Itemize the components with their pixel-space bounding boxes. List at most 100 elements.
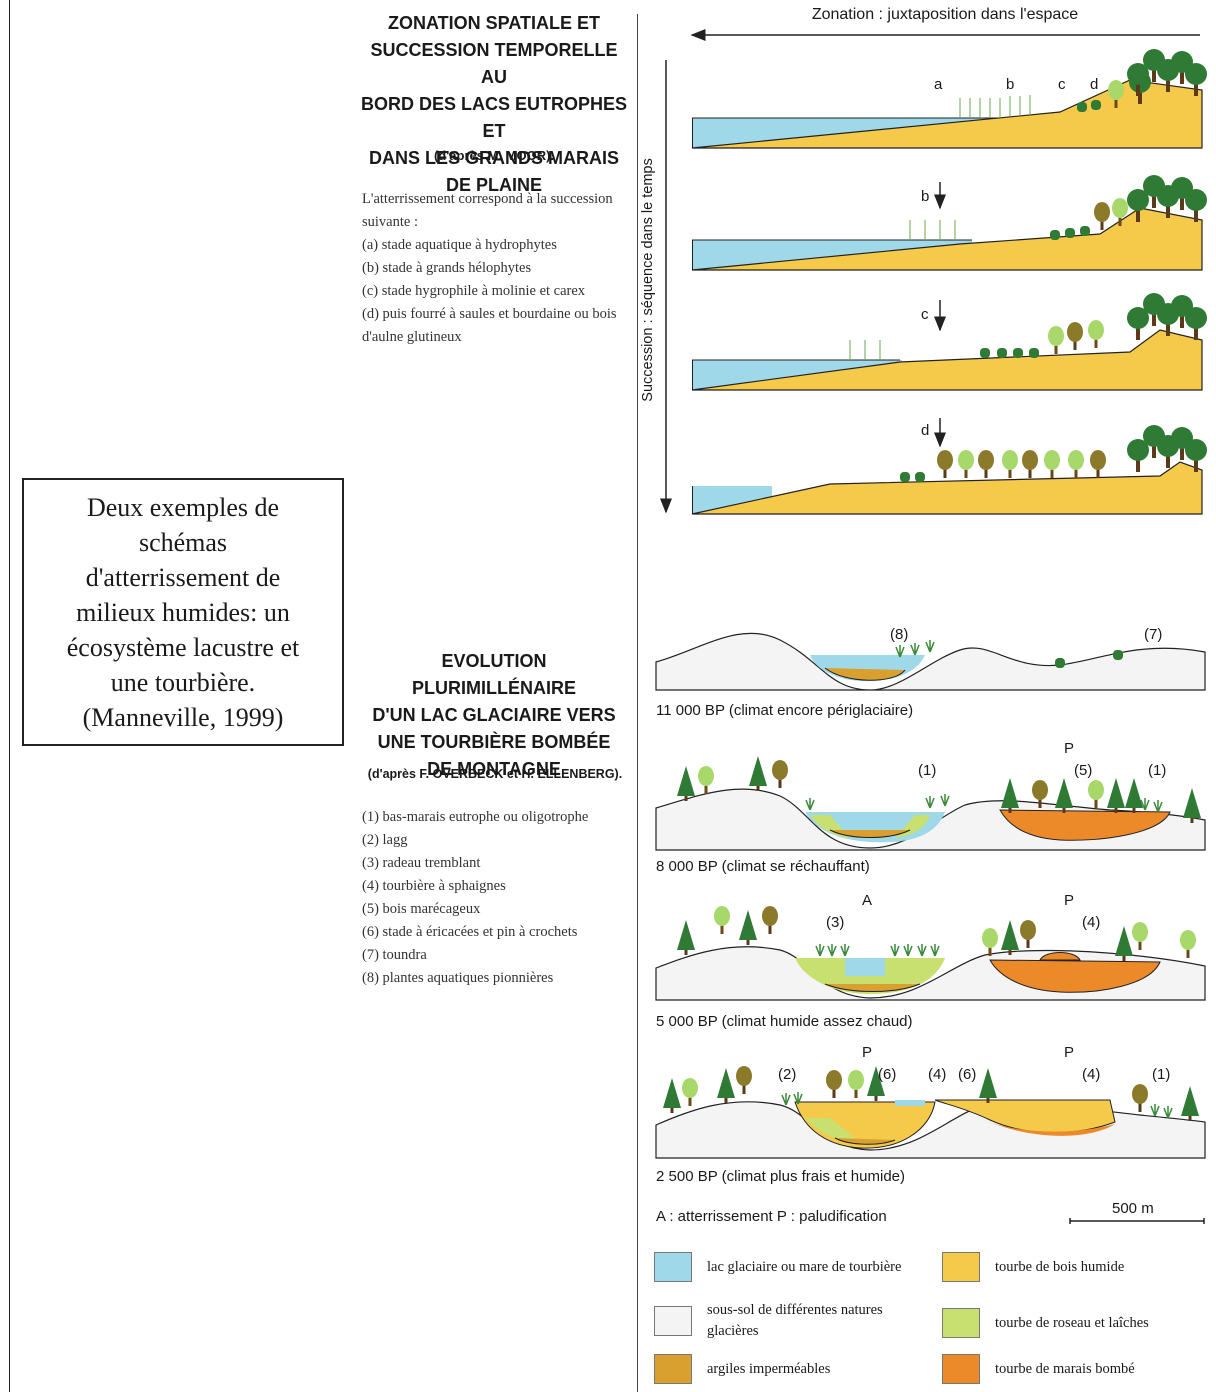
section2-title: EVOLUTION PLURIMILLÉNAIRE D'UN LAC GLACI… xyxy=(360,648,628,783)
caption-box: Deux exemples de schémas d'atterrissemen… xyxy=(22,478,344,746)
bog-panel-1 xyxy=(655,632,1206,691)
title-line: UNE TOURBIÈRE BOMBÉE xyxy=(377,732,611,752)
bog-panel-2 xyxy=(655,756,1206,851)
caption-line: d'atterrissement de xyxy=(85,562,281,592)
desc-line: (d) puis fourré à saules et bourdaine ou… xyxy=(362,306,617,322)
panel1-label: (7) xyxy=(1144,626,1163,643)
desc-line: (a) stade aquatique à hydrophytes xyxy=(362,237,557,253)
legend-text: lac glaciaire ou mare de tourbière xyxy=(707,1258,902,1275)
atterrissement-paludification-key: A : atterrissement P : paludification xyxy=(656,1208,887,1225)
list-item: (8) plantes aquatiques pionnières xyxy=(362,970,554,986)
zonation-profile-4 xyxy=(691,425,1207,515)
list-item: (7) toundra xyxy=(362,947,427,963)
panel1-label: (8) xyxy=(890,626,909,643)
zonation-profile-3 xyxy=(691,293,1207,391)
era-caption: 8 000 BP (climat se réchauffant) xyxy=(656,858,870,875)
legend-text: tourbe de marais bombé xyxy=(995,1360,1135,1377)
zone-label-b: b xyxy=(1006,76,1015,93)
panel4-label: (2) xyxy=(778,1066,797,1083)
zone-label-a: a xyxy=(934,76,943,93)
title-line: DE PLAINE xyxy=(445,175,542,195)
list-item: (6) stade à éricacées et pin à crochets xyxy=(362,924,578,940)
legend-swatch xyxy=(654,1306,692,1336)
stage-label-c: c xyxy=(921,306,929,323)
caption-line: écosystème lacustre et xyxy=(66,632,300,662)
list-item: (1) bas-marais eutrophe ou oligotrophe xyxy=(362,809,589,825)
section1-title: ZONATION SPATIALE ET SUCCESSION TEMPOREL… xyxy=(360,10,628,199)
stage-label-d: d xyxy=(921,422,930,439)
panel4-label: (6) xyxy=(958,1066,977,1083)
legend-text: tourbe de roseau et laîches xyxy=(995,1314,1149,1331)
desc-line: (c) stade hygrophile à molinie et carex xyxy=(362,283,586,299)
era-caption: 11 000 BP (climat encore périglaciaire) xyxy=(656,702,914,719)
panel2-label: (5) xyxy=(1074,762,1093,779)
caption-line: une tourbière. xyxy=(110,667,256,697)
panel4-label: P xyxy=(1064,1044,1075,1061)
bog-panel-3 xyxy=(655,906,1206,1001)
era-caption: 2 500 BP (climat plus frais et humide) xyxy=(656,1168,906,1185)
panel4-label: P xyxy=(862,1044,873,1061)
list-item: (4) tourbière à sphaignes xyxy=(362,878,506,894)
caption-line: Deux exemples de xyxy=(86,492,280,522)
section1-description: L'atterrissement correspond à la success… xyxy=(362,188,632,349)
zone-label-c: c xyxy=(1058,76,1066,93)
panel2-label: P xyxy=(1064,740,1075,757)
title-line: SUCCESSION TEMPORELLE AU xyxy=(370,40,618,87)
desc-line: d'aulne glutineux xyxy=(362,329,462,345)
caption-line: milieux humides: un xyxy=(76,597,290,627)
scale-bar xyxy=(1069,1218,1205,1224)
legend-item-reed-peat: tourbe de roseau et laîches xyxy=(942,1308,1205,1338)
section2-list: (1) bas-marais eutrophe ou oligotrophe (… xyxy=(362,806,632,990)
legend-swatch xyxy=(654,1252,692,1282)
legend-swatch xyxy=(654,1354,692,1384)
panel2-label: (1) xyxy=(1148,762,1167,779)
bog-panel-4 xyxy=(655,1066,1206,1159)
legend-swatch xyxy=(942,1308,980,1338)
panel3-label: (4) xyxy=(1082,914,1101,931)
succession-label-text: Succession : séquence dans le temps xyxy=(640,158,656,402)
desc-line: suivante : xyxy=(362,214,418,230)
legend-text: tourbe de bois humide xyxy=(995,1258,1125,1275)
panel3-label: P xyxy=(1064,892,1075,909)
panel4-label: (4) xyxy=(1082,1066,1101,1083)
legend-item-lake: lac glaciaire ou mare de tourbière xyxy=(654,1252,917,1282)
caption-line: (Manneville, 1999) xyxy=(82,702,284,732)
zonation-profile-2 xyxy=(691,175,1207,271)
panel4-label: (1) xyxy=(1152,1066,1171,1083)
legend-item-subsoil: sous-sol de différentes natures glacière… xyxy=(654,1300,917,1342)
legend-item-raised-bog: tourbe de marais bombé xyxy=(942,1354,1205,1384)
panel3-label: (3) xyxy=(826,914,845,931)
list-item: (3) radeau tremblant xyxy=(362,855,481,871)
section1-source: (d'après M. MOOR). xyxy=(433,148,555,163)
legend-swatch xyxy=(942,1354,980,1384)
desc-line: L'atterrissement correspond à la success… xyxy=(362,191,613,207)
section2-source: (d'après F. OVERBECK et H. ELLENBERG). xyxy=(367,767,623,781)
scale-label: 500 m xyxy=(1112,1200,1154,1217)
list-item: (5) bois marécageux xyxy=(362,901,481,917)
title-line: DANS LES GRANDS MARAIS xyxy=(368,148,619,168)
stage-label-b: b xyxy=(921,188,930,205)
legend-item-clay: argiles imperméables xyxy=(654,1354,917,1384)
zonation-profile-1 xyxy=(691,49,1207,149)
panel4-label: (4) xyxy=(928,1066,947,1083)
page-left-border xyxy=(9,0,10,1392)
title-line: BORD DES LACS EUTROPHES ET xyxy=(360,94,628,141)
caption-line: schémas xyxy=(138,527,228,557)
panel2-label: (1) xyxy=(918,762,937,779)
title-line: D'UN LAC GLACIAIRE VERS xyxy=(372,705,616,725)
title-line: EVOLUTION PLURIMILLÉNAIRE xyxy=(412,651,576,698)
column-divider xyxy=(637,14,638,1392)
zonation-label: Zonation : juxtaposition dans l'espace xyxy=(811,6,1079,23)
title-line: DE MONTAGNE xyxy=(427,759,561,779)
legend-text: argiles imperméables xyxy=(707,1360,831,1377)
panel4-label: (6) xyxy=(878,1066,897,1083)
legend-text: sous-sol de différentes natures glacière… xyxy=(707,1302,883,1339)
desc-line: (b) stade à grands hélophytes xyxy=(362,260,532,276)
title-line: ZONATION SPATIALE ET xyxy=(388,13,600,33)
panel3-label: A xyxy=(862,892,873,909)
era-caption: 5 000 BP (climat humide assez chaud) xyxy=(656,1013,913,1030)
legend-item-wood-peat: tourbe de bois humide xyxy=(942,1252,1205,1282)
list-item: (2) lagg xyxy=(362,832,408,848)
zone-label-d: d xyxy=(1090,76,1099,93)
